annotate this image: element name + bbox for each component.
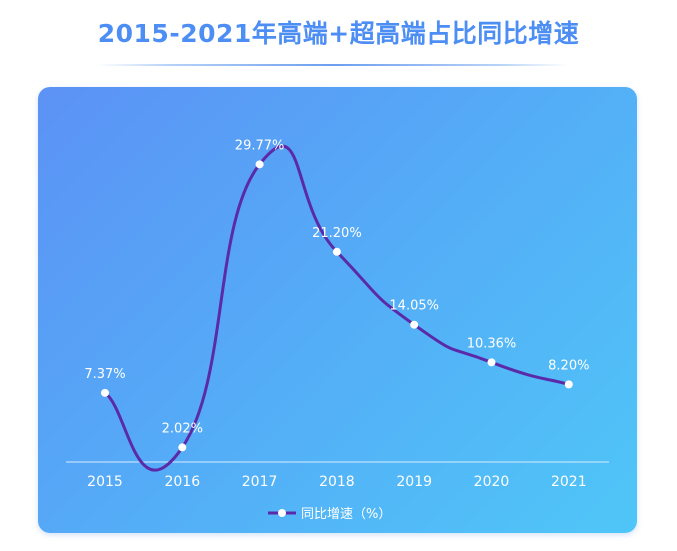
data-point-marker[interactable] — [255, 160, 264, 169]
x-tick-labels-group: 2015 2016 2017 2018 2019 2020 2021 — [87, 474, 586, 490]
legend-marker — [278, 509, 286, 517]
chart-title: 2015-2021年高端+超高端占比同比增速 — [97, 19, 580, 48]
title-underline — [98, 64, 568, 66]
data-labels-group: 7.37% 2.02% 29.77% 21.20% 14.05% 10.36% 8.20% — [84, 138, 589, 436]
data-label: 8.20% — [548, 358, 589, 373]
data-point-marker[interactable] — [178, 443, 187, 452]
x-tick-label: 2020 — [474, 474, 510, 490]
data-label: 14.05% — [389, 299, 439, 314]
data-label: 2.02% — [162, 421, 203, 436]
x-tick-label: 2016 — [164, 474, 200, 490]
x-tick-label: 2017 — [242, 474, 278, 490]
data-point-marker[interactable] — [332, 247, 341, 256]
x-tick-label: 2018 — [319, 474, 355, 490]
data-label: 29.77% — [235, 138, 285, 153]
x-tick-label: 2015 — [87, 474, 123, 490]
legend[interactable]: 同比增速（%） — [268, 507, 391, 522]
data-label: 7.37% — [84, 367, 125, 382]
data-point-marker[interactable] — [487, 358, 496, 367]
data-point-marker[interactable] — [410, 320, 419, 329]
x-tick-label: 2019 — [396, 474, 432, 490]
data-label: 21.20% — [312, 226, 362, 241]
markers-group — [101, 160, 573, 452]
legend-label: 同比增速（%） — [301, 507, 391, 522]
data-label: 10.36% — [467, 336, 517, 351]
x-tick-label: 2021 — [551, 474, 587, 490]
data-point-marker[interactable] — [101, 388, 109, 397]
data-point-marker[interactable] — [564, 380, 573, 389]
